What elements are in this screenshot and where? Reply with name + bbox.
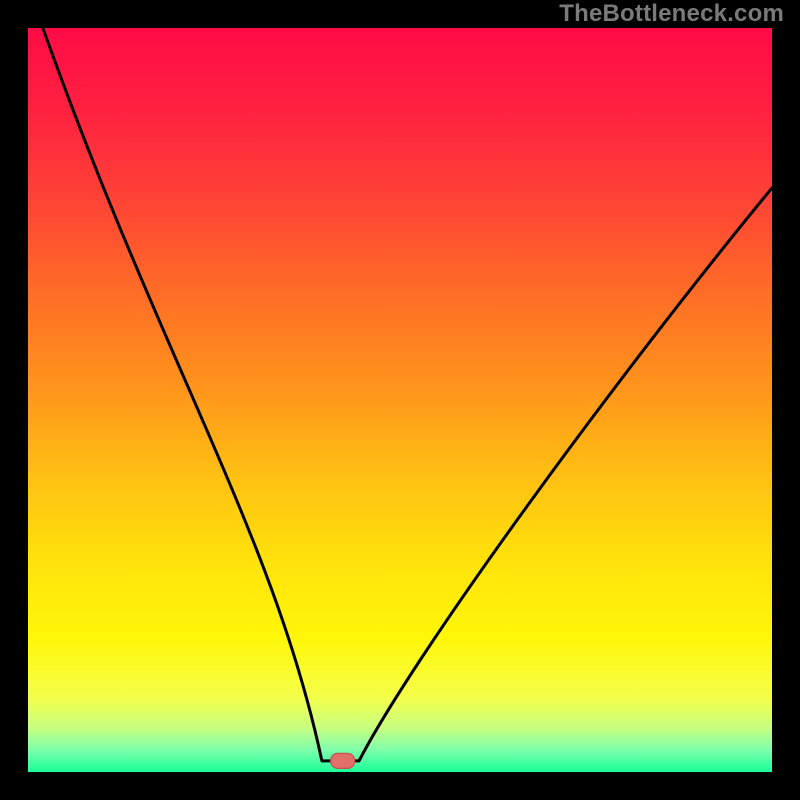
bottleneck-chart-svg [0,0,800,800]
sweet-spot-marker [331,753,355,768]
watermark-text: TheBottleneck.com [559,0,784,28]
chart-stage: TheBottleneck.com [0,0,800,800]
plot-area [28,28,772,772]
